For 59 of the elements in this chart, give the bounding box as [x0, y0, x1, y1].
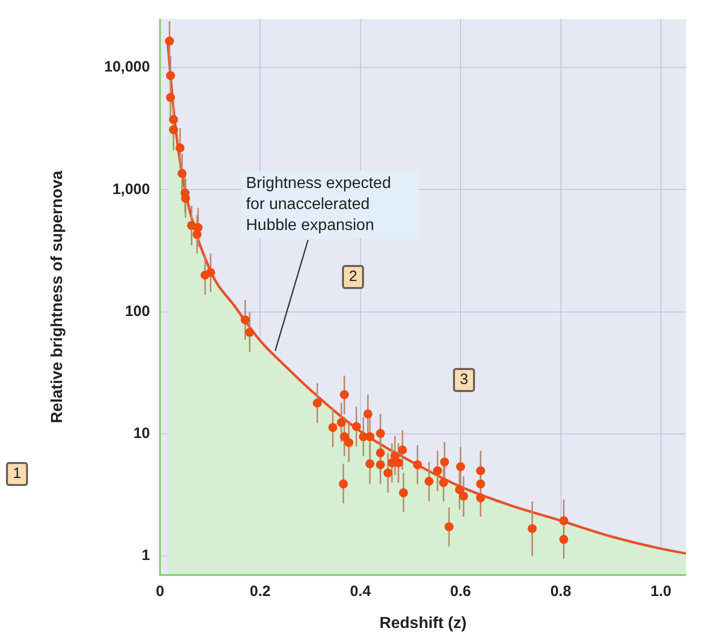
x-tick-label: 0.2 [250, 583, 271, 600]
point [459, 492, 468, 501]
text: 1 [6, 462, 28, 486]
point [312, 398, 322, 408]
point [433, 466, 442, 476]
point [476, 493, 486, 502]
x-tick-label: 1.0 [650, 583, 672, 600]
point [424, 476, 434, 486]
point [376, 448, 385, 458]
point [456, 462, 466, 472]
point [365, 459, 374, 468]
point [176, 143, 185, 152]
point [439, 478, 448, 488]
point [376, 460, 385, 470]
x-axis-title: Redshift (z) [379, 614, 467, 632]
point [336, 418, 346, 428]
point [240, 315, 250, 324]
point [559, 534, 568, 544]
x-tick-label: 0.8 [550, 583, 572, 600]
point [363, 409, 372, 418]
point [328, 422, 338, 432]
point [412, 460, 422, 470]
point [398, 445, 407, 454]
point [340, 390, 349, 400]
y-tick-label: 1,000 [112, 180, 150, 198]
point [206, 268, 216, 277]
point [344, 438, 354, 448]
x-tick-label: 0.6 [450, 583, 471, 600]
point [376, 428, 385, 438]
point [169, 125, 178, 134]
y-axis-title: Relative brightness of supernova [49, 170, 66, 424]
point [455, 485, 464, 494]
point [338, 479, 348, 488]
annotation: 3 [453, 368, 475, 392]
point [166, 92, 176, 102]
point [476, 479, 486, 488]
point [169, 115, 178, 124]
point [528, 524, 537, 534]
point [440, 457, 450, 466]
point [444, 522, 454, 532]
x-tick-label: 0 [156, 583, 164, 600]
annotation: Brightness expected for unaccelerated Hubble expansion [242, 171, 418, 238]
annotation: 2 [342, 265, 364, 289]
point [178, 168, 187, 178]
point [559, 516, 568, 526]
point [352, 422, 361, 432]
point [398, 488, 408, 498]
point [245, 328, 254, 337]
point [476, 466, 486, 476]
point [340, 432, 349, 442]
point [383, 468, 392, 478]
x-tick-label: 0.4 [350, 583, 372, 600]
y-tick-label: 100 [124, 302, 150, 320]
point [165, 36, 174, 46]
y-tick-label: 1 [142, 547, 150, 564]
point [166, 71, 176, 80]
point [192, 230, 202, 239]
y-tick-label: 10 [133, 425, 150, 442]
y-tick-label: 10,000 [104, 58, 150, 76]
